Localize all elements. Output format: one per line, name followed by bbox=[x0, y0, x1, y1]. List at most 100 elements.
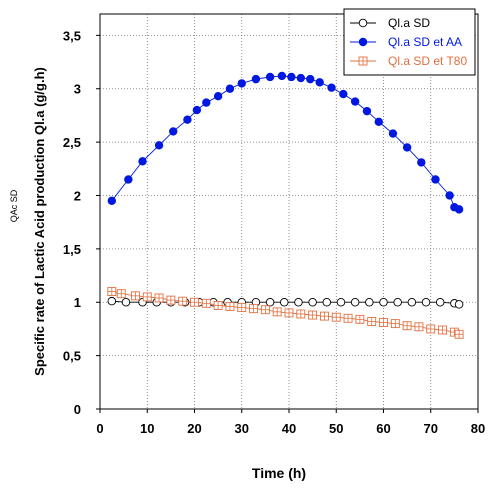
x-tick-label: 50 bbox=[329, 421, 343, 436]
data-point bbox=[237, 79, 246, 88]
x-tick-label: 80 bbox=[471, 421, 485, 436]
data-point bbox=[414, 322, 424, 332]
x-tick-label: 30 bbox=[235, 421, 249, 436]
data-point bbox=[407, 297, 417, 307]
series-layer bbox=[107, 71, 464, 339]
series-line bbox=[111, 75, 460, 210]
legend-item: Ql.a SD bbox=[350, 16, 430, 30]
data-point bbox=[306, 74, 315, 84]
data-point bbox=[308, 297, 317, 307]
data-point bbox=[374, 117, 383, 127]
data-point bbox=[350, 297, 360, 307]
data-point bbox=[388, 129, 398, 138]
y-tick-label: 1 bbox=[74, 295, 81, 310]
data-point bbox=[454, 300, 464, 309]
x-tick-label: 60 bbox=[376, 421, 390, 436]
data-point bbox=[237, 303, 247, 313]
data-point bbox=[421, 297, 431, 307]
data-point bbox=[296, 73, 306, 83]
data-point bbox=[107, 196, 117, 206]
data-point bbox=[154, 141, 164, 150]
data-point bbox=[327, 83, 336, 92]
data-point bbox=[454, 329, 464, 339]
y-tick-label: 0 bbox=[74, 402, 81, 417]
data-point bbox=[417, 158, 426, 167]
data-point bbox=[178, 296, 188, 306]
x-tick-label: 20 bbox=[187, 421, 201, 436]
side-label: QAc SD bbox=[9, 189, 19, 222]
legend-label: Ql.a SD et AA bbox=[388, 35, 462, 49]
data-point bbox=[402, 143, 412, 152]
data-point bbox=[308, 310, 318, 320]
data-point bbox=[130, 291, 140, 301]
data-point bbox=[142, 292, 152, 302]
data-point bbox=[402, 321, 412, 331]
data-point bbox=[438, 325, 448, 335]
data-point bbox=[339, 89, 348, 99]
data-point bbox=[296, 309, 306, 319]
data-point bbox=[367, 317, 377, 326]
data-point bbox=[201, 298, 211, 308]
data-point bbox=[265, 297, 275, 307]
x-axis-label: Time (h) bbox=[252, 465, 306, 481]
legend: Ql.a SD Ql.a SD et AA Ql.a SD et T80 bbox=[343, 8, 476, 76]
axis-ticks: 0 10 20 30 40 50 60 70 80 0 0,5 1 1,5 2 2,5 3 3,5 bbox=[63, 28, 485, 436]
data-point bbox=[225, 302, 235, 311]
data-point bbox=[379, 297, 388, 307]
legend-marker bbox=[358, 37, 368, 47]
data-point bbox=[202, 98, 211, 107]
data-point bbox=[390, 319, 400, 329]
y-tick-label: 3,5 bbox=[63, 28, 81, 43]
data-point bbox=[107, 287, 117, 297]
x-tick-label: 70 bbox=[424, 421, 438, 436]
data-point bbox=[213, 300, 223, 310]
legend-marker bbox=[358, 56, 368, 66]
data-point bbox=[225, 84, 235, 93]
data-point bbox=[426, 324, 436, 334]
data-point bbox=[343, 313, 353, 323]
data-point bbox=[322, 297, 332, 307]
y-tick-label: 3 bbox=[74, 82, 81, 97]
legend-marker bbox=[358, 18, 368, 28]
data-point bbox=[431, 175, 440, 184]
data-point bbox=[277, 71, 287, 81]
data-point bbox=[287, 72, 296, 82]
data-point bbox=[166, 295, 176, 305]
data-point bbox=[154, 293, 164, 303]
legend-item: Ql.a SD et AA bbox=[350, 35, 462, 49]
y-axis-label: Specific rate of Lactic Acid production … bbox=[32, 67, 47, 376]
data-point bbox=[249, 304, 259, 314]
data-point bbox=[107, 296, 117, 306]
data-point bbox=[393, 297, 402, 307]
data-point bbox=[124, 175, 133, 184]
x-tick-label: 10 bbox=[140, 421, 154, 436]
data-point bbox=[190, 297, 199, 307]
data-point bbox=[315, 78, 324, 87]
series-2 bbox=[107, 71, 464, 214]
y-tick-label: 2,5 bbox=[63, 135, 81, 150]
data-point bbox=[121, 297, 131, 307]
series-3 bbox=[107, 287, 464, 339]
data-point bbox=[260, 305, 270, 315]
legend-items: Ql.a SD Ql.a SD et AA Ql.a SD et T80 bbox=[350, 16, 467, 68]
data-point bbox=[138, 157, 147, 166]
data-point bbox=[445, 191, 454, 200]
y-tick-label: 1,5 bbox=[63, 242, 81, 257]
data-point bbox=[331, 312, 341, 322]
data-point bbox=[284, 308, 294, 318]
data-point bbox=[294, 297, 303, 307]
y-tick-label: 2 bbox=[74, 188, 81, 203]
data-point bbox=[265, 72, 275, 82]
data-point bbox=[350, 97, 360, 106]
data-point bbox=[362, 106, 372, 116]
data-point bbox=[183, 115, 192, 124]
data-point bbox=[169, 127, 178, 136]
data-point bbox=[336, 297, 346, 307]
data-point bbox=[365, 297, 374, 307]
x-tick-label: 0 bbox=[96, 421, 103, 436]
data-point bbox=[192, 105, 202, 115]
data-point bbox=[435, 297, 445, 307]
legend-label: Ql.a SD et T80 bbox=[388, 54, 467, 68]
data-point bbox=[280, 297, 289, 307]
